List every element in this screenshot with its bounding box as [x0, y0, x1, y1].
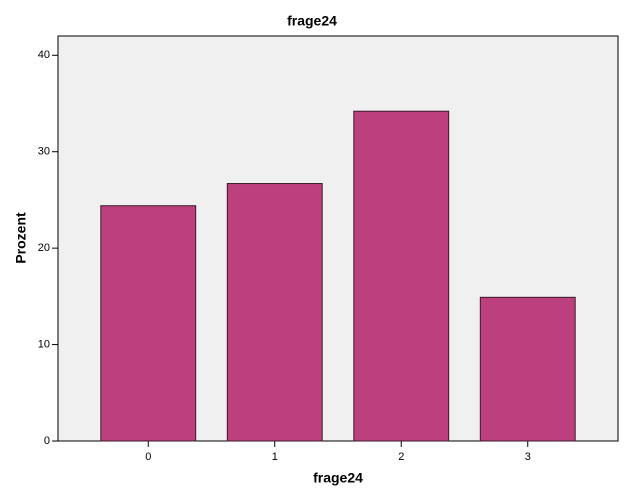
bar [353, 110, 450, 442]
y-tick-label: 30 [38, 146, 50, 158]
bar [479, 296, 576, 442]
y-tick-label: 0 [44, 435, 50, 447]
x-tick-label: 1 [272, 451, 278, 463]
y-tick-label: 40 [38, 49, 50, 61]
x-tick-label: 0 [145, 451, 151, 463]
x-tick-label: 2 [398, 451, 404, 463]
chart-title: frage24 [287, 13, 337, 29]
x-tick-label: 3 [525, 451, 531, 463]
x-axis-title: frage24 [313, 470, 363, 486]
y-axis-title: Prozent [13, 212, 29, 264]
y-tick-label: 20 [38, 242, 50, 254]
y-tick-label: 10 [38, 338, 50, 350]
bar [226, 183, 323, 442]
bar [100, 205, 197, 442]
